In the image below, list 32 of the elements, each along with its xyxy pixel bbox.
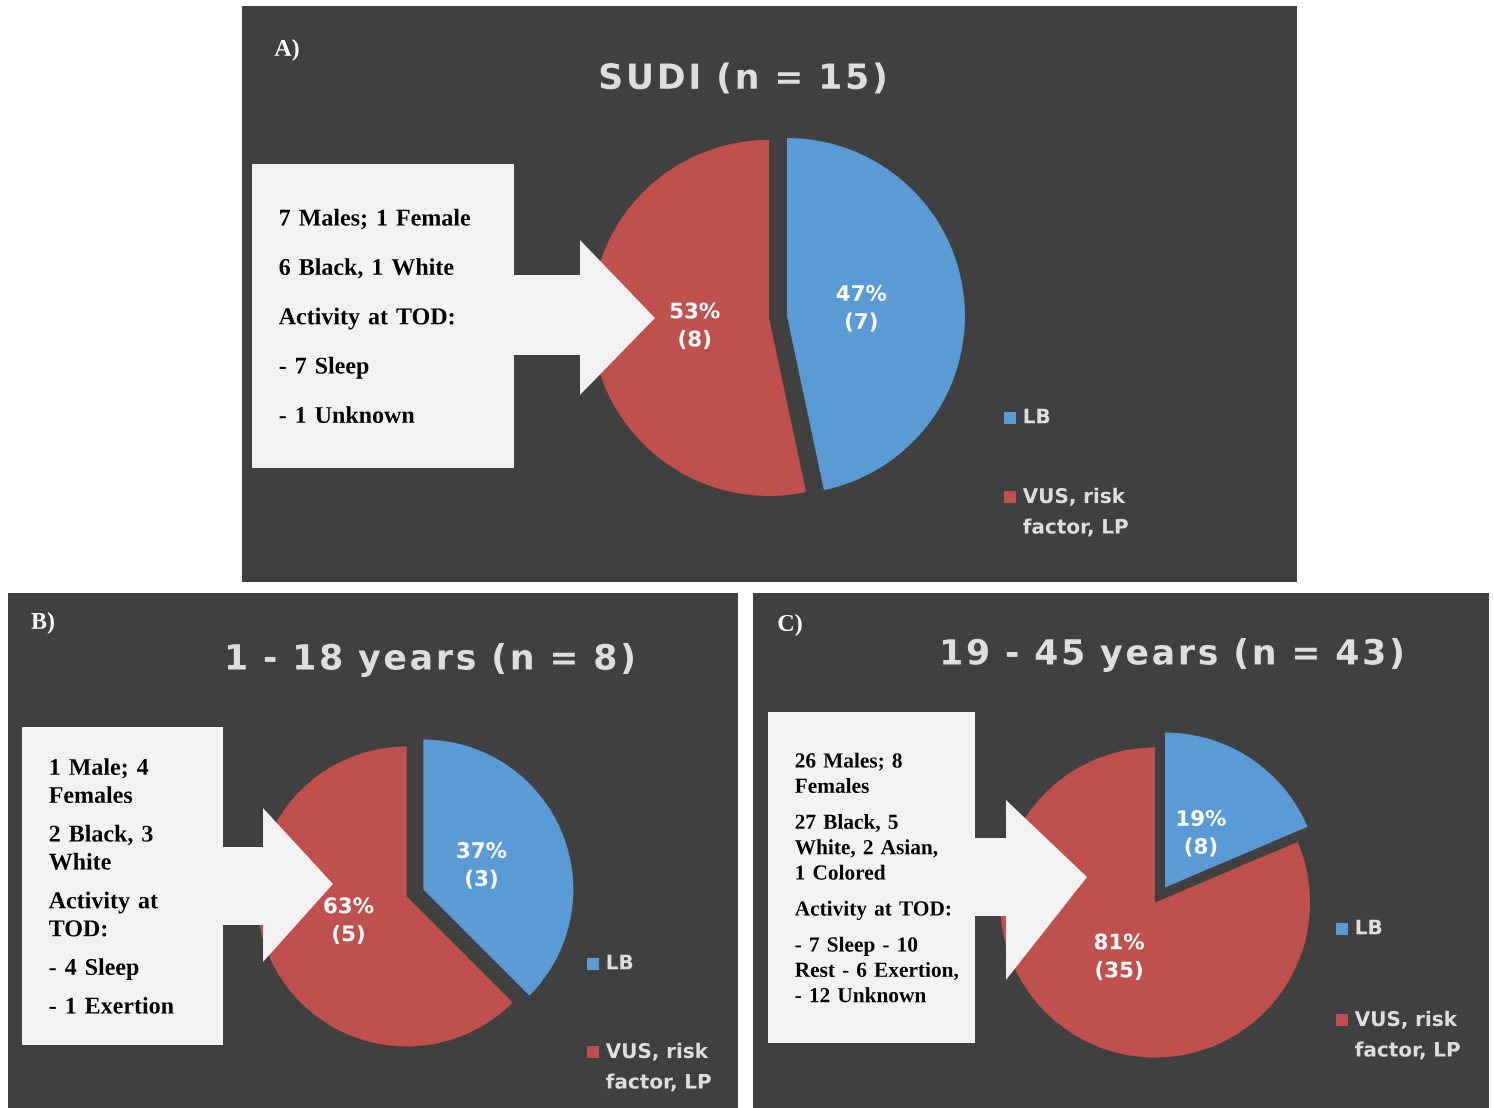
legend-label: VUS, risk factor, LP	[605, 1042, 711, 1092]
text: B)	[31, 612, 54, 634]
text: - 4 Sleep	[49, 958, 139, 980]
data-label: 19% (8)	[1177, 809, 1226, 857]
data-label: 37% (3)	[457, 842, 507, 889]
text: 26 Males; 8 Females	[795, 752, 902, 793]
text: 27 Black, 5 White, 2 Asian, 1 Colored	[795, 813, 938, 880]
text: - 7 Sleep - 10 Rest - 6 Exertion, - 12 Unknown	[795, 936, 958, 1003]
chart-title: 19 - 45 years (n = 43)	[943, 638, 1402, 672]
chart-title: 1 - 18 years (n = 8)	[227, 643, 634, 677]
legend-label: VUS, risk factor, LP	[1022, 487, 1128, 537]
legend-label: VUS, risk factor, LP	[1354, 1010, 1460, 1060]
text: 6 Black, 1 White	[279, 258, 454, 279]
data-label: 63% (5)	[324, 897, 374, 944]
data-label: 53% (8)	[670, 302, 720, 350]
text: 7 Males; 1 Female	[280, 208, 471, 230]
text: Activity at TOD:	[48, 891, 158, 937]
text: C)	[778, 614, 802, 636]
data-label: 81% (35)	[1094, 933, 1144, 981]
text: 2 Black, 3 White	[49, 824, 153, 870]
legend-label: LB	[607, 954, 633, 970]
data-label: 47% (7)	[836, 284, 887, 332]
text: - 1 Exertion	[49, 996, 174, 1014]
legend-label: LB	[1356, 919, 1382, 935]
text: - 1 Unknown	[279, 406, 415, 424]
text: 1 Male; 4 Females	[49, 758, 149, 804]
chart-title: SUDI (n = 15)	[600, 62, 885, 94]
text: Activity at TOD:	[278, 307, 454, 330]
text: - 7 Sleep	[279, 356, 369, 379]
text: Activity at TOD:	[794, 900, 951, 921]
text: A)	[274, 39, 299, 61]
legend-label: LB	[1024, 408, 1050, 424]
